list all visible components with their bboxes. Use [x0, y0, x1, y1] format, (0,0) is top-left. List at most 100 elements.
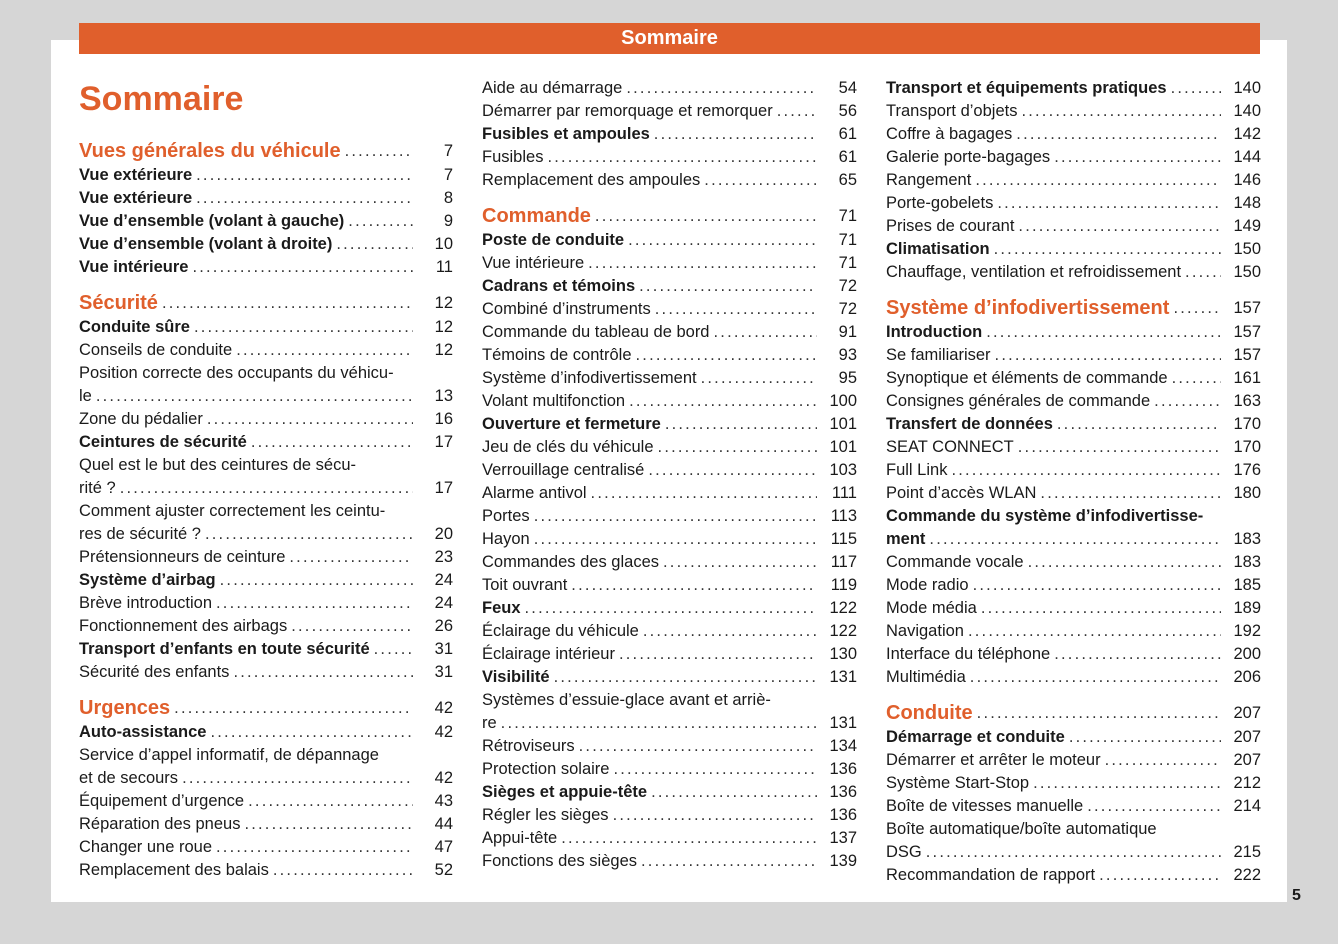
- toc-entry[interactable]: Fusibles 61: [482, 146, 857, 169]
- toc-entry[interactable]: Boîte de vitesses manuelle 214: [886, 795, 1261, 818]
- toc-entry[interactable]: Régler les sièges 136: [482, 804, 857, 827]
- toc-entry[interactable]: Aide au démarrage 54: [482, 77, 857, 100]
- toc-entry[interactable]: Rétroviseurs 134: [482, 735, 857, 758]
- toc-entry[interactable]: Prétensionneurs de ceinture 23: [79, 546, 453, 569]
- dot-leader: [547, 146, 817, 169]
- toc-entry[interactable]: Ouverture et fermeture 101: [482, 413, 857, 436]
- toc-entry[interactable]: Remplacement des ampoules 65: [482, 169, 857, 192]
- toc-entry[interactable]: Changer une roue 47: [79, 836, 453, 859]
- toc-entry-title: Coffre à bagages: [886, 125, 1013, 143]
- toc-entry[interactable]: Ceintures de sécurité 17: [79, 431, 453, 454]
- toc-entry[interactable]: Transport d’objets 140: [886, 100, 1261, 123]
- toc-section[interactable]: Conduite 207: [886, 701, 1261, 726]
- toc-entry[interactable]: Poste de conduite 71: [482, 229, 857, 252]
- toc-entry[interactable]: Sièges et appuie-tête 136: [482, 781, 857, 804]
- toc-entry[interactable]: Vue d’ensemble (volant à gauche) 9: [79, 210, 453, 233]
- toc-section[interactable]: Urgences 42: [79, 696, 453, 721]
- toc-section[interactable]: Système d’infodivertissement 157: [886, 296, 1261, 321]
- toc-entry[interactable]: Vue extérieure 7: [79, 164, 453, 187]
- toc-entry[interactable]: Mode média 189: [886, 597, 1261, 620]
- toc-entry[interactable]: Vue d’ensemble (volant à droite) 10: [79, 233, 453, 256]
- toc-entry[interactable]: Quel est le but des ceintures de sécu-ri…: [79, 454, 453, 500]
- toc-entry-title: Ceintures de sécurité: [79, 433, 247, 451]
- toc-entry[interactable]: Vue intérieure 71: [482, 252, 857, 275]
- toc-entry[interactable]: Boîte automatique/boîte automatique DSG 21…: [886, 818, 1261, 864]
- toc-entry[interactable]: Hayon 115: [482, 528, 857, 551]
- toc-entry[interactable]: Système d’infodivertissement 95: [482, 367, 857, 390]
- dot-leader: [970, 666, 1221, 689]
- toc-entry[interactable]: Volant multifonction 100: [482, 390, 857, 413]
- toc-entry[interactable]: Commande du système d’infodivertisse-men…: [886, 505, 1261, 551]
- toc-entry[interactable]: Combiné d’instruments 72: [482, 298, 857, 321]
- toc-entry[interactable]: Visibilité 131: [482, 666, 857, 689]
- toc-entry-title: Ouverture et fermeture: [482, 415, 661, 433]
- toc-entry[interactable]: Commandes des glaces 117: [482, 551, 857, 574]
- toc-entry[interactable]: Éclairage intérieur 130: [482, 643, 857, 666]
- toc-entry[interactable]: Protection solaire 136: [482, 758, 857, 781]
- toc-entry[interactable]: Équipement d’urgence 43: [79, 790, 453, 813]
- toc-entry[interactable]: Portes 113: [482, 505, 857, 528]
- toc-entry[interactable]: Rangement 146: [886, 169, 1261, 192]
- toc-entry[interactable]: Cadrans et témoins 72: [482, 275, 857, 298]
- toc-entry[interactable]: Point d’accès WLAN 180: [886, 482, 1261, 505]
- toc-entry[interactable]: Remplacement des balais 52: [79, 859, 453, 882]
- toc-entry[interactable]: Démarrer par remorquage et remorquer 56: [482, 100, 857, 123]
- toc-entry[interactable]: Mode radio 185: [886, 574, 1261, 597]
- toc-entry[interactable]: Auto-assistance 42: [79, 721, 453, 744]
- dot-leader: [663, 551, 817, 574]
- toc-entry[interactable]: Position correcte des occupants du véhic…: [79, 362, 453, 408]
- toc-entry[interactable]: Témoins de contrôle 93: [482, 344, 857, 367]
- toc-entry[interactable]: Se familiariser 157: [886, 344, 1261, 367]
- toc-entry[interactable]: Prises de courant 149: [886, 215, 1261, 238]
- toc-entry[interactable]: Appui-tête 137: [482, 827, 857, 850]
- toc-entry[interactable]: Coffre à bagages 142: [886, 123, 1261, 146]
- toc-entry[interactable]: Service d’appel informatif, de dépannage…: [79, 744, 453, 790]
- toc-entry[interactable]: Feux 122: [482, 597, 857, 620]
- toc-entry[interactable]: Conduite sûre 12: [79, 316, 453, 339]
- toc-entry[interactable]: Zone du pédalier 16: [79, 408, 453, 431]
- toc-section[interactable]: Vues générales du véhicule 7: [79, 139, 453, 164]
- toc-entry[interactable]: Sécurité des enfants 31: [79, 661, 453, 684]
- toc-page-number: 95: [838, 369, 857, 387]
- toc-entry[interactable]: Comment ajuster correctement les ceintu-…: [79, 500, 453, 546]
- toc-entry[interactable]: Fonctionnement des airbags 26: [79, 615, 453, 638]
- toc-section[interactable]: Commande 71: [482, 204, 857, 229]
- toc-entry[interactable]: Full Link 176: [886, 459, 1261, 482]
- toc-page-number: 207: [1233, 728, 1261, 746]
- toc-entry[interactable]: Jeu de clés du véhicule 101: [482, 436, 857, 459]
- toc-entry[interactable]: Commande du tableau de bord 91: [482, 321, 857, 344]
- toc-entry[interactable]: Navigation 192: [886, 620, 1261, 643]
- toc-entry[interactable]: Consignes générales de commande 163: [886, 390, 1261, 413]
- toc-entry[interactable]: Transport et équipements pratiques 140: [886, 77, 1261, 100]
- toc-entry[interactable]: SEAT CONNECT 170: [886, 436, 1261, 459]
- toc-entry[interactable]: Vue extérieure 8: [79, 187, 453, 210]
- toc-entry[interactable]: Éclairage du véhicule 122: [482, 620, 857, 643]
- toc-entry[interactable]: Démarrer et arrêter le moteur 207: [886, 749, 1261, 772]
- toc-entry[interactable]: Transfert de données 170: [886, 413, 1261, 436]
- toc-entry[interactable]: Chauffage, ventilation et refroidissemen…: [886, 261, 1261, 284]
- toc-entry[interactable]: Verrouillage centralisé 103: [482, 459, 857, 482]
- toc-entry[interactable]: Système d’airbag 24: [79, 569, 453, 592]
- toc-entry[interactable]: Introduction 157: [886, 321, 1261, 344]
- toc-entry[interactable]: Porte-gobelets 148: [886, 192, 1261, 215]
- toc-entry[interactable]: Climatisation 150: [886, 238, 1261, 261]
- toc-entry[interactable]: Conseils de conduite 12: [79, 339, 453, 362]
- toc-entry[interactable]: Multimédia 206: [886, 666, 1261, 689]
- toc-entry[interactable]: Vue intérieure 11: [79, 256, 453, 279]
- toc-entry[interactable]: Alarme antivol 111: [482, 482, 857, 505]
- toc-entry[interactable]: Démarrage et conduite 207: [886, 726, 1261, 749]
- toc-entry[interactable]: Synoptique et éléments de commande 161: [886, 367, 1261, 390]
- toc-entry[interactable]: Fusibles et ampoules 61: [482, 123, 857, 146]
- toc-entry[interactable]: Commande vocale 183: [886, 551, 1261, 574]
- toc-entry[interactable]: Recommandation de rapport 222: [886, 864, 1261, 887]
- toc-entry[interactable]: Systèmes d’essuie-glace avant et arriè-r…: [482, 689, 857, 735]
- toc-entry[interactable]: Transport d’enfants en toute sécurité 31: [79, 638, 453, 661]
- toc-entry[interactable]: Galerie porte-bagages 144: [886, 146, 1261, 169]
- toc-entry[interactable]: Toit ouvrant 119: [482, 574, 857, 597]
- toc-entry[interactable]: Fonctions des sièges 139: [482, 850, 857, 873]
- toc-entry[interactable]: Brève introduction 24: [79, 592, 453, 615]
- toc-entry[interactable]: Interface du téléphone 200: [886, 643, 1261, 666]
- toc-entry[interactable]: Système Start-Stop 212: [886, 772, 1261, 795]
- toc-entry[interactable]: Réparation des pneus 44: [79, 813, 453, 836]
- toc-section[interactable]: Sécurité 12: [79, 291, 453, 316]
